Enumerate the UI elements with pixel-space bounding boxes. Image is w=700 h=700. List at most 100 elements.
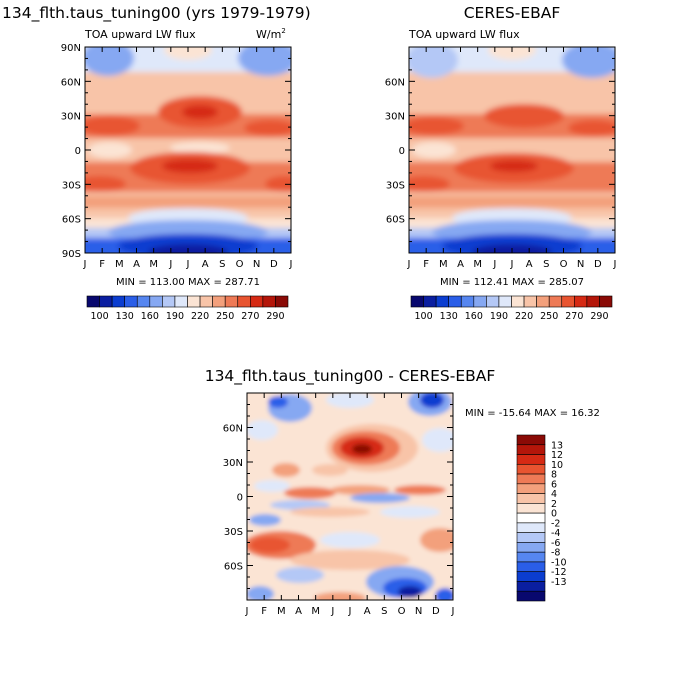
panel-model-field xyxy=(85,47,291,253)
x-tick-label: J xyxy=(613,259,617,270)
colorbar-swatch xyxy=(548,295,563,308)
colorbar-label: 2 xyxy=(551,499,557,510)
x-tick-label: J xyxy=(492,259,496,270)
x-tick-label: M xyxy=(149,259,158,270)
colorbar-swatch xyxy=(516,590,546,602)
panel-diff-title: 134_flth.taus_tuning00 - CERES-EBAF xyxy=(205,367,496,386)
x-tick-label: M xyxy=(439,259,448,270)
colorbar-swatch xyxy=(224,295,239,308)
colorbar-swatch xyxy=(516,571,546,582)
colorbar-swatch xyxy=(473,295,487,308)
x-tick-label: M xyxy=(311,606,320,617)
panel-model-colorbar: 100 130 160 190 220 250 270 290 xyxy=(86,295,289,322)
colorbar-swatch xyxy=(124,295,138,308)
panel-obs: CERES-EBAF TOA upward LW flux xyxy=(385,4,617,322)
colorbar-label: 8 xyxy=(551,470,557,481)
colorbar-label: 270 xyxy=(565,311,583,322)
colorbar-label: 220 xyxy=(515,311,533,322)
x-tick-label: O xyxy=(236,259,244,270)
x-tick-label: F xyxy=(423,259,429,270)
x-tick-label: M xyxy=(115,259,124,270)
colorbar-label: -10 xyxy=(551,557,567,568)
colorbar-label: 13 xyxy=(551,440,563,451)
colorbar-label: 250 xyxy=(216,311,234,322)
colorbar-swatch xyxy=(111,295,125,308)
x-tick-label: J xyxy=(330,606,334,617)
colorbar-label: -6 xyxy=(551,538,560,549)
colorbar-label: -2 xyxy=(551,518,560,529)
x-tick-label: D xyxy=(270,259,278,270)
x-tick-label: A xyxy=(364,606,371,617)
x-tick-label: D xyxy=(594,259,602,270)
colorbar-swatch xyxy=(516,561,546,573)
colorbar-swatch xyxy=(498,295,512,308)
y-tick-label: 90N xyxy=(61,43,81,54)
y-tick-label: 30N xyxy=(223,458,243,469)
colorbar-label: 0 xyxy=(551,509,557,520)
colorbar-swatch xyxy=(423,295,437,308)
colorbar-label: 160 xyxy=(465,311,483,322)
colorbar-swatch xyxy=(250,295,264,308)
colorbar-swatch xyxy=(516,454,546,465)
colorbar-label: 160 xyxy=(141,311,159,322)
y-tick-label: 30S xyxy=(224,527,243,538)
y-tick-label: 60S xyxy=(386,215,405,226)
colorbar-label: 190 xyxy=(490,311,508,322)
colorbar-swatch xyxy=(586,295,600,308)
colorbar-swatch xyxy=(561,295,575,308)
colorbar-label: 130 xyxy=(116,311,134,322)
colorbar-swatch xyxy=(99,295,113,308)
colorbar-swatch xyxy=(275,295,289,308)
x-tick-label: N xyxy=(415,606,422,617)
panel-model-stats: MIN = 113.00 MAX = 287.71 xyxy=(116,277,260,288)
colorbar-swatch xyxy=(516,483,546,494)
x-tick-label: F xyxy=(261,606,267,617)
x-tick-label: J xyxy=(168,259,172,270)
panel-obs-subtitle: TOA upward LW flux xyxy=(408,28,520,41)
y-tick-label: 60N xyxy=(223,424,243,435)
x-tick-label: S xyxy=(219,259,225,270)
colorbar-swatch xyxy=(86,295,100,308)
colorbar-label: -12 xyxy=(551,567,567,578)
colorbar-label: 4 xyxy=(551,489,557,500)
x-tick-label: A xyxy=(526,259,533,270)
colorbar-swatch xyxy=(149,295,163,308)
x-tick-label: J xyxy=(407,259,411,270)
colorbar-swatch xyxy=(162,295,176,308)
y-tick-label: 60N xyxy=(61,77,81,88)
x-tick-label: S xyxy=(543,259,549,270)
colorbar-swatch xyxy=(523,295,537,308)
x-tick-label: J xyxy=(83,259,87,270)
y-tick-label: 0 xyxy=(237,493,243,504)
colorbar-swatch xyxy=(212,295,226,308)
x-tick-label: O xyxy=(560,259,568,270)
colorbar-label: 220 xyxy=(191,311,209,322)
colorbar-swatch xyxy=(199,295,213,308)
colorbar-swatch xyxy=(599,295,613,308)
x-tick-label: N xyxy=(577,259,584,270)
y-tick-label: 60S xyxy=(62,215,81,226)
x-tick-label: J xyxy=(348,606,352,617)
x-tick-label: A xyxy=(457,259,464,270)
colorbar-label: 6 xyxy=(551,479,557,490)
colorbar-label: 100 xyxy=(414,311,432,322)
panel-model-title: 134_flth.taus_tuning00 (yrs 1979-1979) xyxy=(2,4,311,23)
colorbar-swatch xyxy=(516,512,546,524)
colorbar-swatch xyxy=(516,522,546,533)
colorbar-label: 12 xyxy=(551,450,563,461)
colorbar-swatch xyxy=(511,295,525,308)
panel-obs-field xyxy=(409,47,615,253)
colorbar-swatch xyxy=(187,295,201,308)
x-tick-label: J xyxy=(186,259,190,270)
colorbar-swatch xyxy=(435,295,449,308)
x-tick-label: M xyxy=(473,259,482,270)
colorbar-swatch xyxy=(516,473,546,485)
colorbar-swatch xyxy=(448,295,462,308)
colorbar-swatch xyxy=(516,463,546,475)
x-tick-label: A xyxy=(133,259,140,270)
y-tick-label: 30N xyxy=(61,112,81,123)
colorbar-swatch xyxy=(516,542,546,553)
